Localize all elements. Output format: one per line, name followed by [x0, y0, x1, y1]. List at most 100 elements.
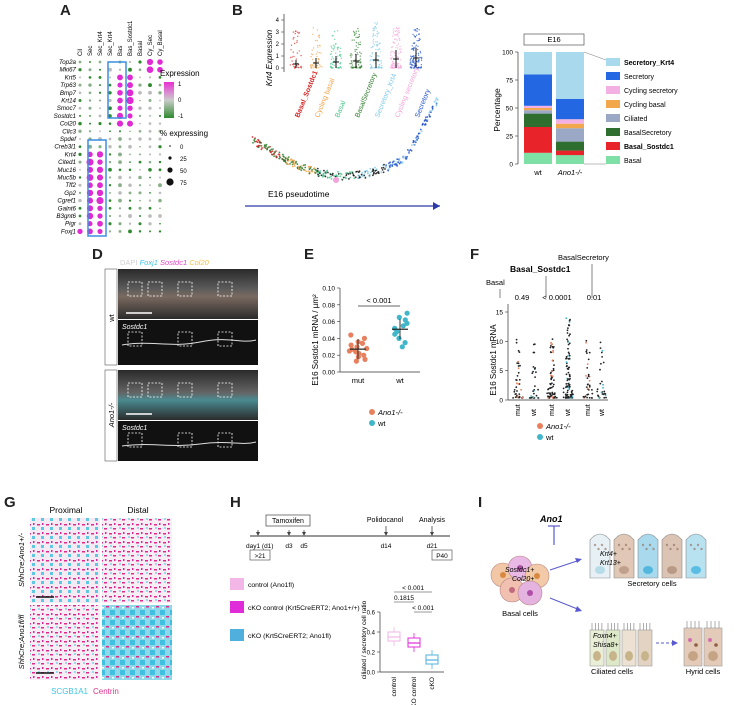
a-size-label: 50: [180, 169, 187, 175]
f-data-point: [602, 361, 605, 364]
b-trajectory-cell: [349, 176, 352, 179]
f-data-point: [553, 379, 555, 381]
b-violin-point: [359, 62, 361, 64]
c-header: E16: [547, 35, 560, 44]
a-dot: [108, 222, 112, 226]
i-secretory-granule: [628, 547, 631, 551]
f-data-point: [521, 396, 524, 399]
b-violin-point: [375, 23, 378, 25]
f-data-point: [562, 391, 565, 394]
b-violin-point: [360, 64, 363, 67]
g-legend-scgb1a1: SCGB1A1: [51, 687, 88, 696]
a-dot: [98, 122, 102, 126]
f-data-point: [584, 395, 587, 398]
a-dot: [78, 191, 82, 195]
b-trajectory-cell: [435, 99, 437, 101]
f-data-point: [532, 396, 535, 399]
h-box-ylabel: ciliated / secretory cell ratio: [361, 600, 368, 679]
b-trajectory-cell: [340, 173, 343, 176]
a-dot: [138, 206, 142, 210]
b-violin-point: [352, 30, 355, 33]
b-trajectory-cell: [416, 135, 418, 138]
b-violin-point: [357, 67, 359, 69]
b-violin-point: [349, 54, 352, 57]
b-violin-point: [295, 30, 297, 32]
f-data-point: [601, 349, 604, 352]
c-legend-swatch: [606, 100, 620, 108]
f-data-point: [552, 385, 554, 388]
b-violin-point: [357, 53, 359, 56]
a-dot: [96, 197, 104, 205]
b-trajectory-cell: [354, 176, 357, 179]
a-dot: [148, 160, 152, 164]
c-legend-label: Cycling secretory: [624, 88, 678, 95]
a-size-label: 75: [180, 181, 187, 187]
a-dot: [78, 152, 82, 157]
a-dot: [78, 106, 82, 110]
b-trajectory-cell: [368, 173, 371, 176]
b-violin-point: [320, 52, 322, 54]
i-secretory-granule: [648, 543, 652, 547]
b-violin-point: [340, 55, 342, 58]
a-dot: [118, 214, 122, 218]
a-dot: [97, 220, 103, 227]
a-dot: [89, 61, 91, 63]
highlight-box-secretory: [87, 139, 107, 237]
i-ciliated-nucleus: [625, 651, 633, 661]
b-violin-point: [378, 32, 380, 34]
f-data-point: [567, 347, 569, 350]
b-trajectory-cell: [388, 165, 391, 167]
b-trajectory-cell: [402, 155, 405, 158]
b-violin-point: [418, 57, 421, 59]
b-violin-point: [396, 62, 398, 64]
f-data-point: [533, 367, 536, 370]
a-dot: [108, 206, 112, 210]
a-dot: [128, 191, 132, 195]
b-violin-point: [390, 51, 392, 54]
b-violin-point: [414, 66, 416, 68]
b-trajectory-cell: [398, 159, 401, 162]
f-data-point: [549, 387, 552, 389]
b-violin-point: [379, 42, 381, 44]
b-violin-point: [378, 63, 380, 66]
a-dot: [159, 176, 161, 179]
a-dot: [99, 107, 101, 110]
b-violin-point: [359, 43, 361, 46]
b-violin-point: [372, 42, 374, 44]
f-data-point: [549, 372, 552, 375]
f-data-point: [532, 390, 534, 392]
b-violin-point: [390, 67, 392, 69]
f-data-point: [569, 375, 571, 377]
a-gene-label: Bmp7: [60, 90, 77, 97]
b-trajectory-cell: [342, 176, 345, 179]
a-dot: [129, 153, 131, 156]
b-violin-point: [289, 64, 291, 66]
f-data-point: [587, 375, 590, 378]
b-violin-point: [416, 40, 418, 42]
h-polidocanol: Polidocanol: [367, 517, 404, 524]
e-pvalue: < 0.001: [366, 296, 391, 305]
b-violin-point: [291, 60, 293, 62]
b-violin-point: [291, 63, 294, 66]
i-secretory-nucleus: [643, 566, 653, 574]
c-bar-segment: [524, 52, 552, 75]
b-trajectory-cell: [394, 163, 397, 165]
f-data-point: [519, 364, 521, 367]
f-data-point: [599, 347, 602, 349]
f-data-point: [570, 392, 573, 394]
a-dot: [108, 122, 112, 125]
b-violin-point: [332, 67, 334, 69]
b-violin-point: [316, 64, 318, 67]
b-violin-point: [396, 56, 398, 58]
b-trajectory-cell: [435, 97, 438, 99]
b-trajectory-cell: [353, 174, 355, 177]
a-dot: [118, 168, 122, 172]
b-violin-point: [416, 30, 418, 32]
f-data-point: [567, 355, 569, 357]
g-row-het: ShhCre;Ano1+/-: [17, 533, 26, 587]
a-dot: [138, 129, 142, 133]
b-trajectory-cell: [319, 170, 322, 172]
b-violin-point: [398, 52, 400, 55]
a-dot: [108, 230, 112, 233]
b-trajectory-cell: [275, 156, 278, 159]
